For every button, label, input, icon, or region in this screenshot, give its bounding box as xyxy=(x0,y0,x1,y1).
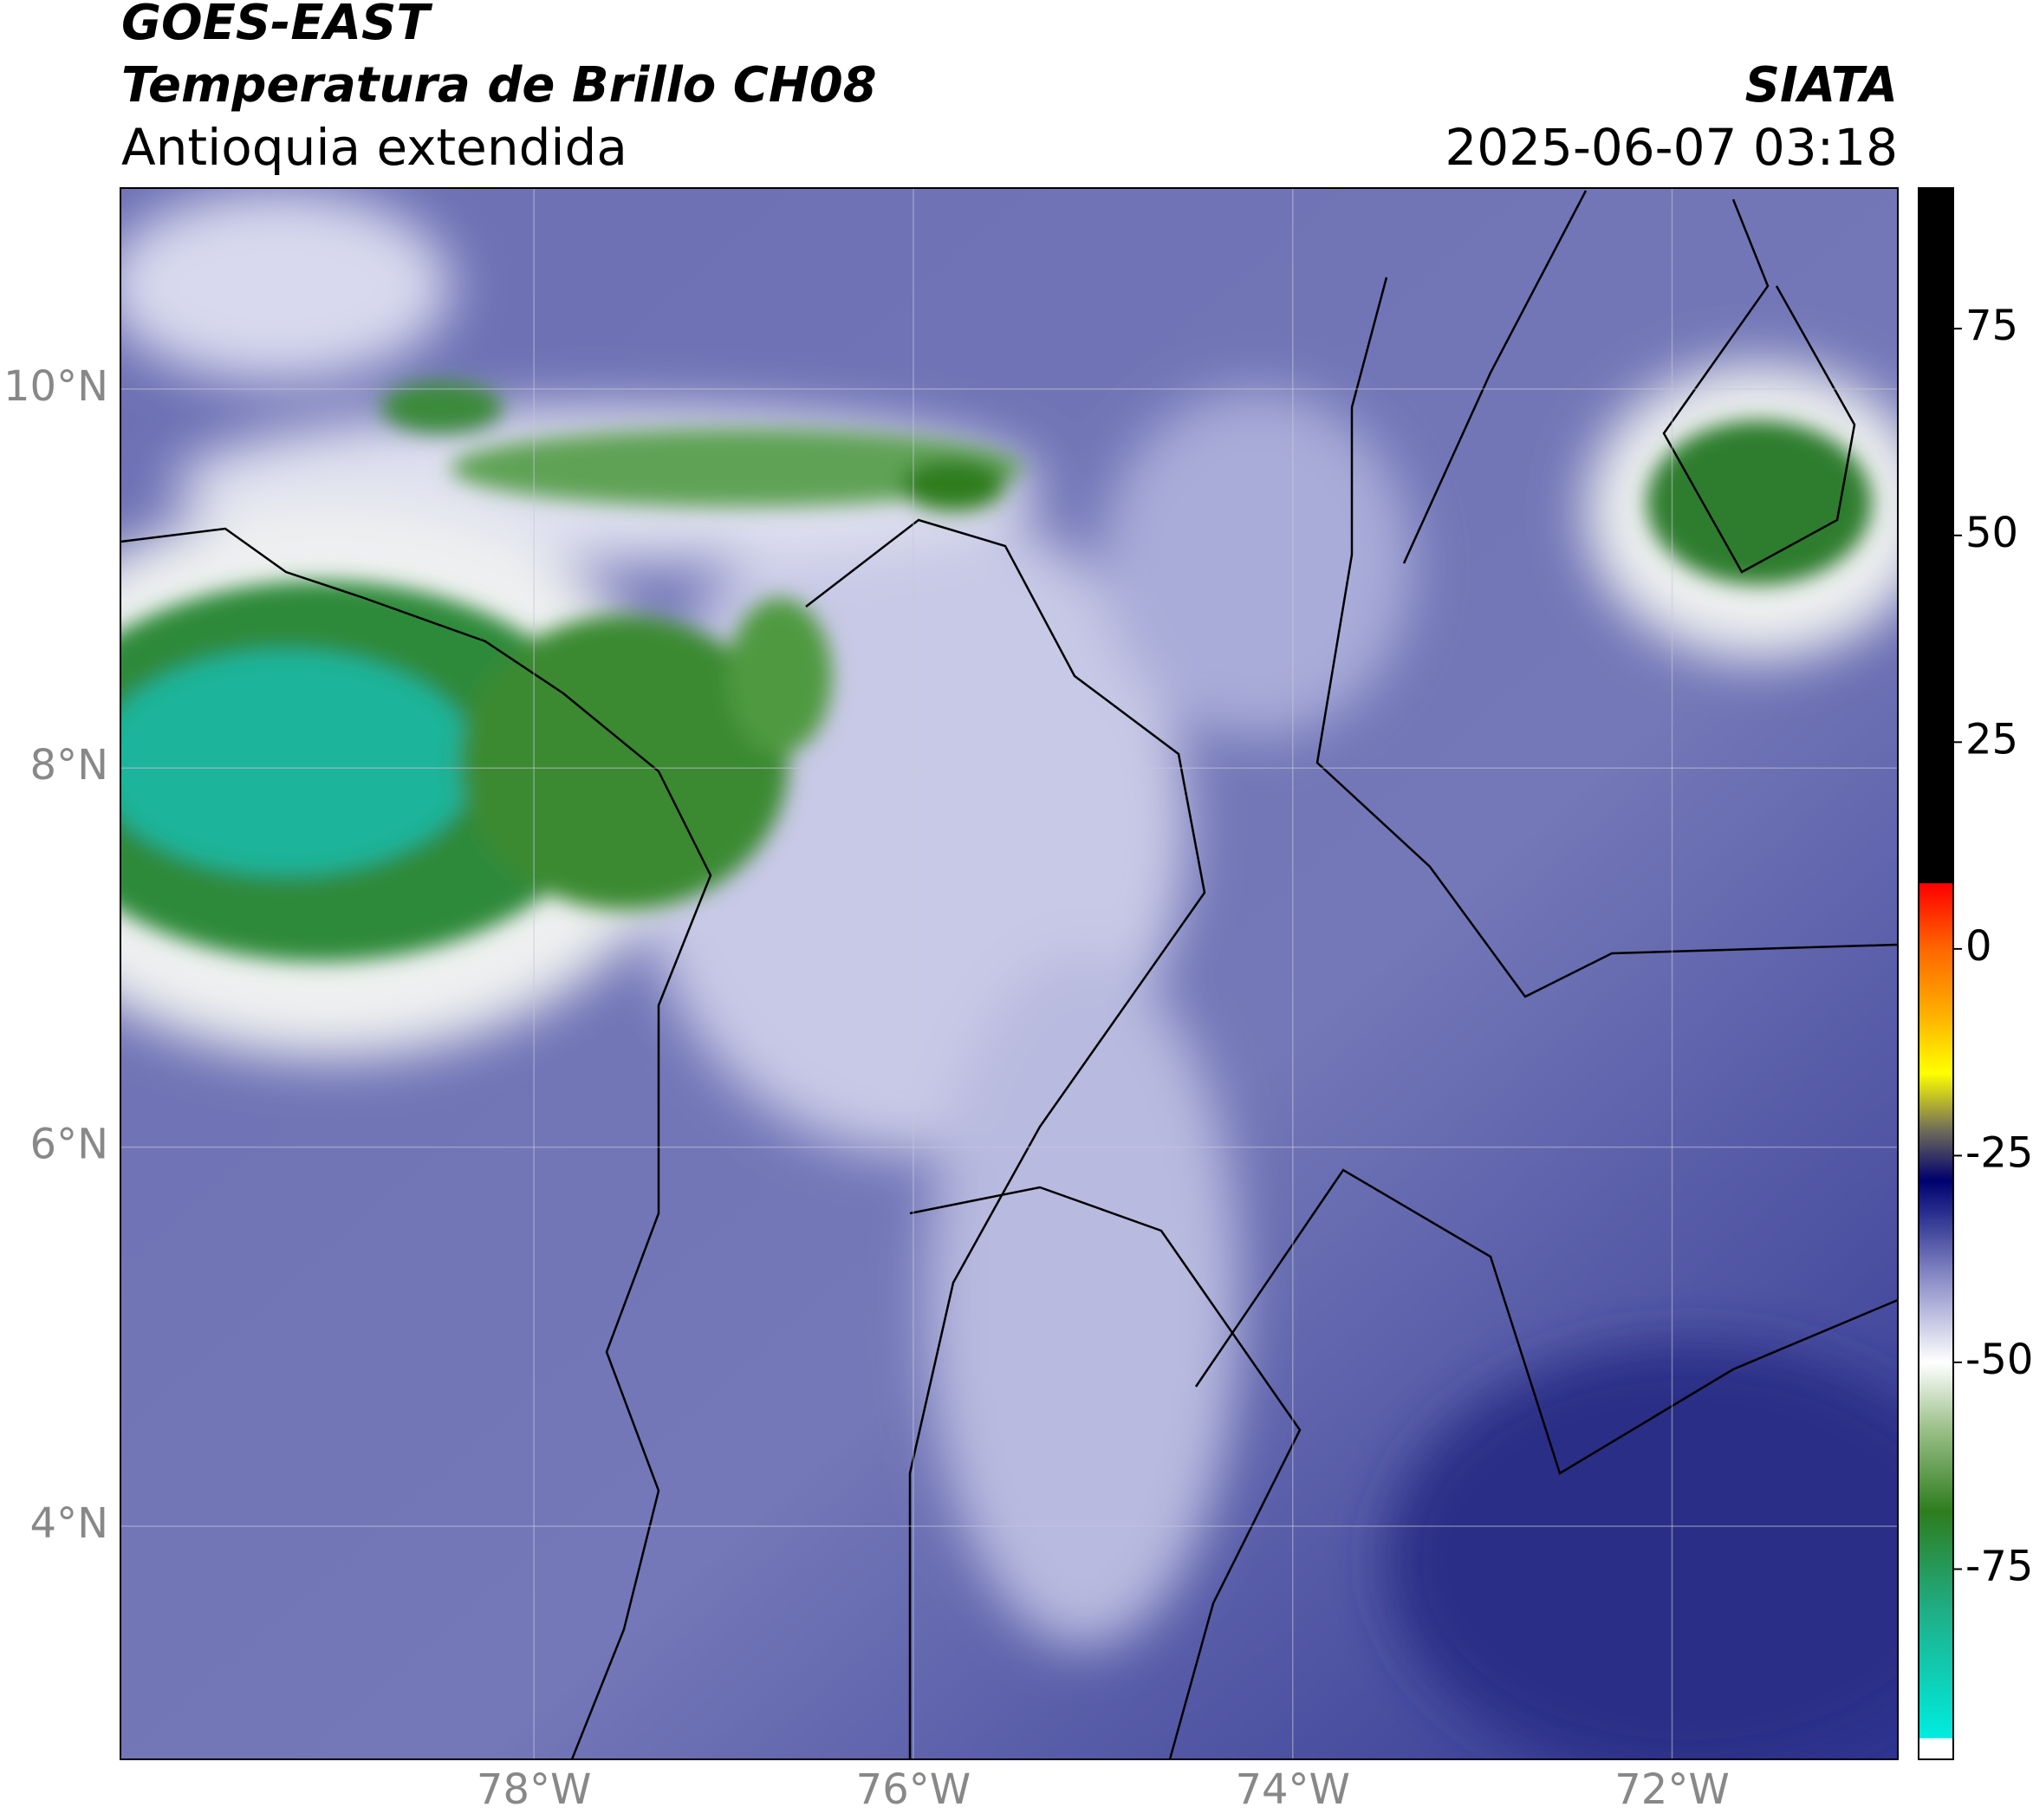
lat-tick-label: 4°N xyxy=(30,1499,108,1548)
colorbar-tick-label: 50 xyxy=(1965,509,2018,557)
lon-tick-label: 74°W xyxy=(1235,1765,1350,1814)
colorbar-tick-label: 75 xyxy=(1965,302,2018,350)
lat-tick-label: 6°N xyxy=(30,1121,108,1169)
colorbar xyxy=(1918,187,1954,1760)
colorbar-tick-label: -75 xyxy=(1965,1543,2033,1591)
lat-tick-label: 10°N xyxy=(3,362,108,411)
lon-tick-label: 72°W xyxy=(1614,1765,1730,1814)
lon-tick-label: 76°W xyxy=(856,1765,971,1814)
map-frame xyxy=(120,187,1899,1760)
colorbar-tick-label: 25 xyxy=(1965,715,2018,764)
satellite-image xyxy=(120,188,1898,1759)
region: Antioquia extendida xyxy=(121,118,627,177)
colorbar-tick-label: 0 xyxy=(1965,922,1992,971)
colorbar-tick-label: -25 xyxy=(1965,1128,2033,1177)
lat-tick-label: 8°N xyxy=(30,741,108,790)
axes: 78°W 76°W 74°W 72°W 10°N 8°N 6°N 4°N xyxy=(3,362,1730,1814)
title: GOES-EAST xyxy=(121,0,432,51)
graticule xyxy=(120,188,1898,1759)
lon-tick-label: 78°W xyxy=(477,1765,592,1814)
colorbar-tick-label: -50 xyxy=(1965,1336,2033,1384)
subtitle: Temperatura de Brillo CH08 xyxy=(121,57,877,114)
timestamp: 2025-06-07 03:18 xyxy=(1445,118,1898,177)
source: SIATA xyxy=(1745,57,1898,114)
colorbar-ticks: 75 50 25 0 -25 -50 -75 xyxy=(1953,302,2033,1591)
